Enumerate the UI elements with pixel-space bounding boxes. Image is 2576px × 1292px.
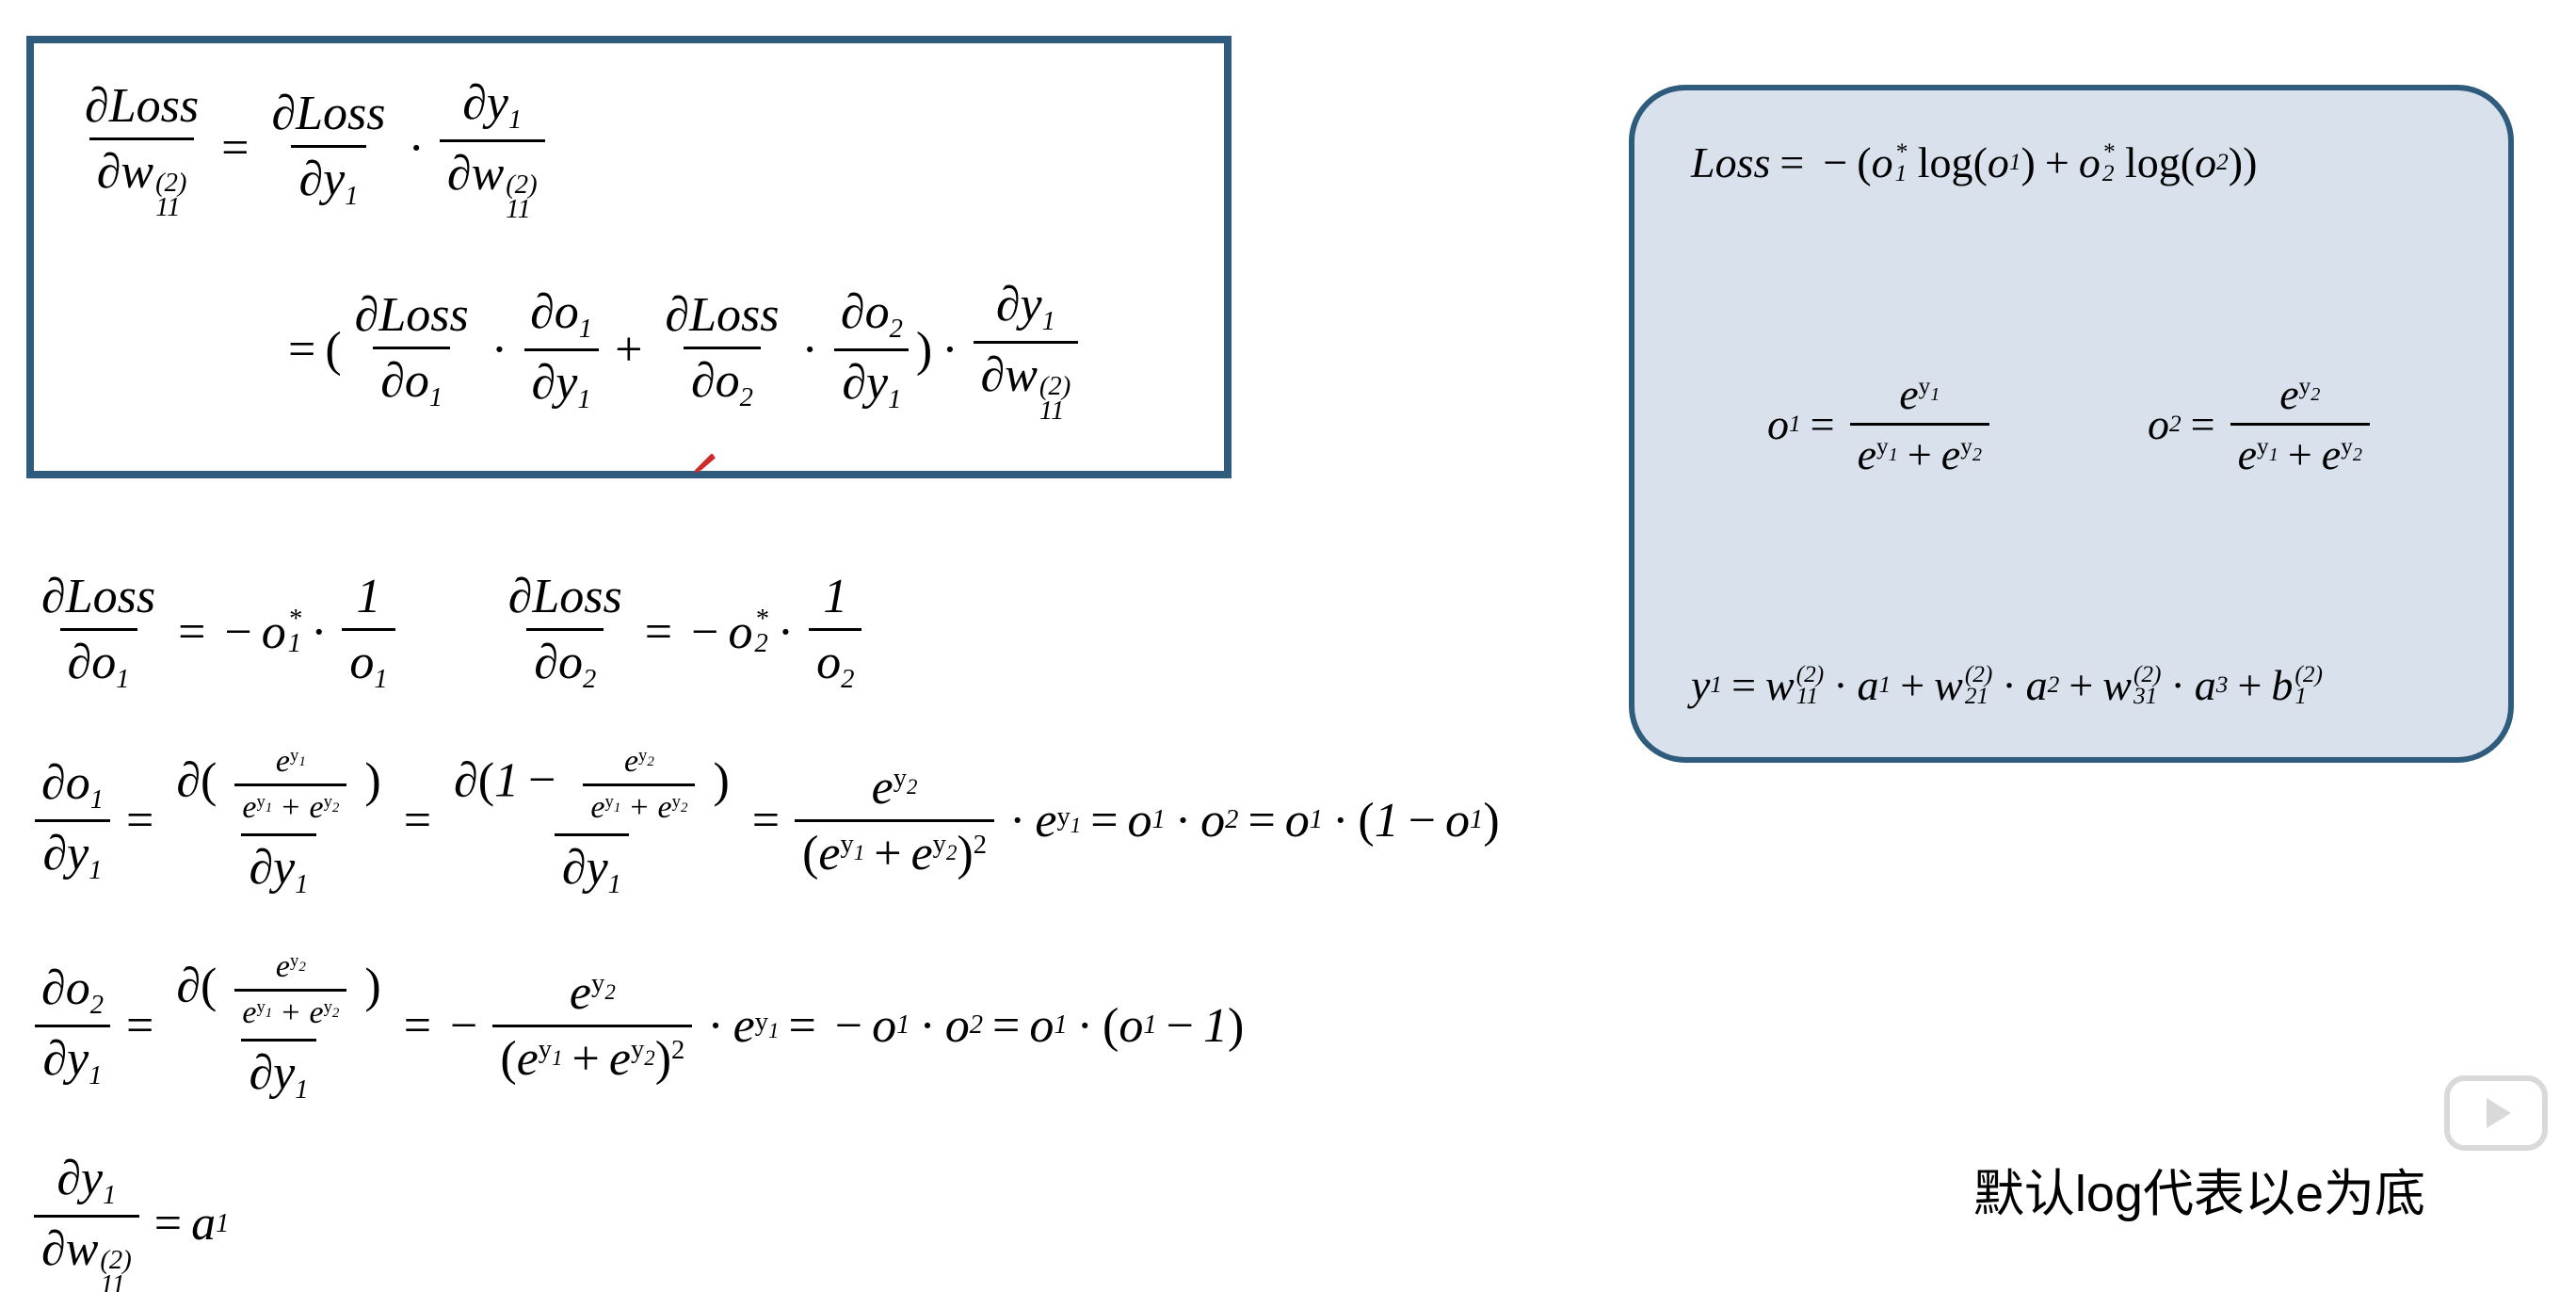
- slide-root: ∂Loss ∂w(2)11 = ∂Loss ∂y1 · ∂y1 ∂w(2)11 …: [0, 0, 2576, 1292]
- chain-rule-box: ∂Loss ∂w(2)11 = ∂Loss ∂y1 · ∂y1 ∂w(2)11 …: [26, 36, 1232, 478]
- video-watermark-icon: [2444, 1075, 2548, 1151]
- row-dL-do: ∂Loss ∂o1 = −o*1 · 1o1 ∂Loss ∂o2 = −o*2 …: [28, 565, 1864, 699]
- pen-mark-icon: [693, 448, 721, 476]
- footnote-log-base: 默认log代表以e为底: [1973, 1152, 2425, 1226]
- ref-o1-def: o1= ey1 ey1+ey2: [1767, 365, 1995, 483]
- eqn-dLoss-dw: ∂Loss ∂w(2)11 = ∂Loss ∂y1 · ∂y1 ∂w(2)11: [72, 72, 551, 226]
- eqn-dLoss-dw-expanded: = ( ∂Loss ∂o1 · ∂o1 ∂y1 + ∂Loss ∂o2 · ∂o…: [279, 273, 1084, 428]
- row-do2-dy1: ∂o2 ∂y1 = ∂( ey2 ey1+ey2 ) ∂y1 =: [28, 942, 1864, 1109]
- row-do1-dy1: ∂o1 ∂y1 = ∂( ey1 ey1+ey2 ) ∂y1 =: [28, 736, 1864, 904]
- ref-softmax-row: o1= ey1 ey1+ey2 o2= ey2 ey1+ey2: [1691, 365, 2452, 483]
- derivation-block: ∂Loss ∂o1 = −o*1 · 1o1 ∂Loss ∂o2 = −o*2 …: [28, 565, 1864, 1292]
- ref-o2-def: o2= ey2 ey1+ey2: [2148, 365, 2375, 483]
- ref-loss-def: Loss = −( o*1 log(o1) + o*2 log(o2) ): [1691, 137, 2452, 187]
- row-dy1-dw: ∂y1 ∂w(2)11 = a1: [28, 1147, 1864, 1292]
